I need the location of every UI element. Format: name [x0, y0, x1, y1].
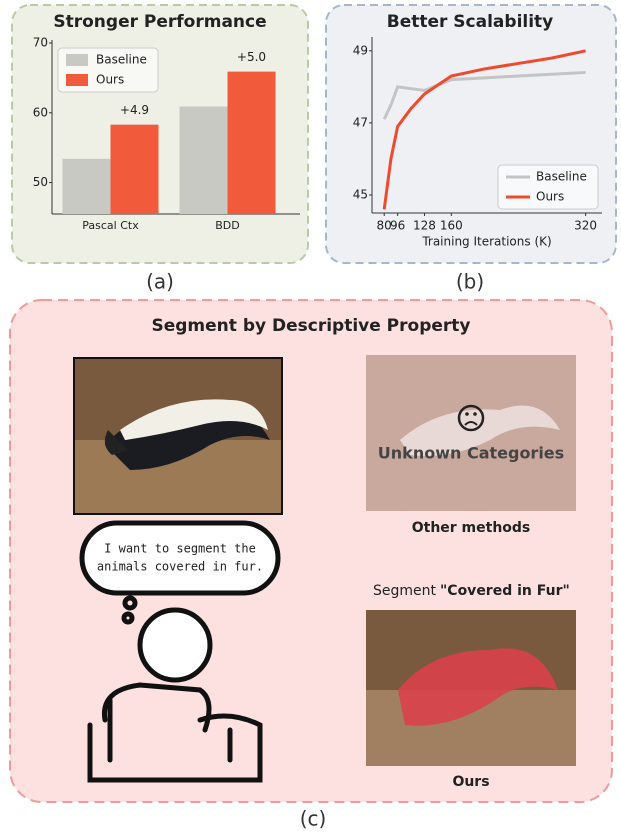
x-tick-label: BDD: [215, 219, 240, 232]
legend-label: Baseline: [536, 170, 587, 184]
other-methods-label: Other methods: [412, 520, 531, 536]
input-image: [74, 358, 282, 514]
segment-query: "Covered in Fur": [440, 583, 570, 599]
legend-label: Ours: [96, 73, 124, 87]
legend-label: Ours: [536, 190, 564, 204]
gain-annotation: +4.9: [120, 103, 149, 117]
x-axis-label: Training Iterations (K): [421, 235, 551, 249]
panel-b-frame: [326, 5, 616, 263]
x-tick-label: 160: [440, 219, 463, 233]
x-tick-label: 320: [574, 219, 597, 233]
x-tick-label: 96: [390, 219, 405, 233]
gain-annotation: +5.0: [237, 50, 266, 64]
panel-c-title: Segment by Descriptive Property: [151, 316, 470, 336]
other-methods-image: [366, 355, 576, 511]
ours-image: [366, 610, 576, 766]
legend-label: Baseline: [96, 53, 147, 67]
speech-line: animals covered in fur.: [97, 560, 263, 574]
bar: [63, 159, 111, 214]
chart-title: Stronger Performance: [53, 12, 266, 32]
y-tick-label: 60: [33, 105, 48, 119]
legend-swatch: [66, 74, 88, 86]
caption: (c): [300, 807, 327, 831]
bar: [180, 107, 228, 214]
chart-title: Better Scalability: [387, 12, 554, 32]
segment-prefix: Segment: [373, 583, 437, 599]
x-tick-label: 128: [413, 219, 436, 233]
legend-swatch: [66, 54, 88, 66]
bar: [111, 125, 159, 214]
x-tick-label: Pascal Ctx: [82, 219, 139, 232]
caption: (b): [456, 270, 484, 294]
y-tick-label: 70: [33, 36, 48, 50]
y-tick-label: 45: [353, 187, 368, 201]
y-tick-label: 47: [353, 115, 368, 129]
y-tick-label: 49: [353, 43, 368, 57]
unknown-label: Unknown Categories: [378, 444, 564, 463]
speech-line: I want to segment the: [104, 542, 256, 556]
figure: Segment by Descriptive Property Unknown …: [0, 0, 621, 836]
ours-label: Ours: [452, 774, 489, 790]
caption: (a): [146, 270, 174, 294]
y-tick-label: 50: [33, 175, 48, 189]
bar: [228, 72, 276, 214]
